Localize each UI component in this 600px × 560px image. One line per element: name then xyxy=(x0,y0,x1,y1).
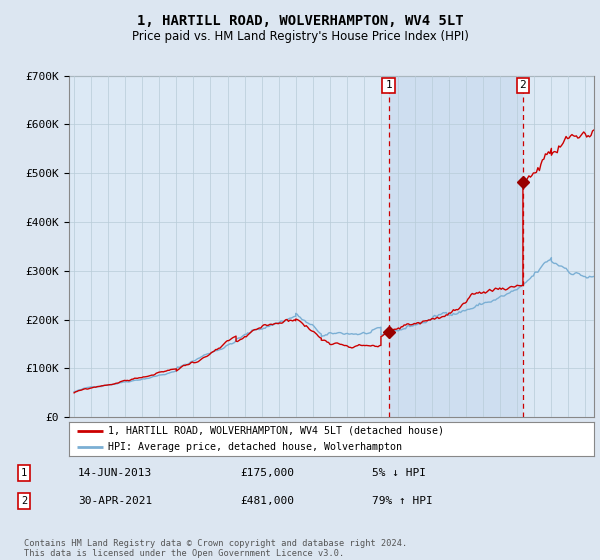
Text: Price paid vs. HM Land Registry's House Price Index (HPI): Price paid vs. HM Land Registry's House … xyxy=(131,30,469,43)
Text: 5% ↓ HPI: 5% ↓ HPI xyxy=(372,468,426,478)
Text: 14-JUN-2013: 14-JUN-2013 xyxy=(78,468,152,478)
Text: 2: 2 xyxy=(520,81,526,90)
Text: 79% ↑ HPI: 79% ↑ HPI xyxy=(372,496,433,506)
Text: 2: 2 xyxy=(21,496,27,506)
Text: 1, HARTILL ROAD, WOLVERHAMPTON, WV4 5LT: 1, HARTILL ROAD, WOLVERHAMPTON, WV4 5LT xyxy=(137,14,463,28)
Text: £175,000: £175,000 xyxy=(240,468,294,478)
Bar xyxy=(389,76,523,417)
Text: 1: 1 xyxy=(21,468,27,478)
Text: Contains HM Land Registry data © Crown copyright and database right 2024.
This d: Contains HM Land Registry data © Crown c… xyxy=(24,539,407,558)
Text: 1: 1 xyxy=(385,81,392,90)
Text: 30-APR-2021: 30-APR-2021 xyxy=(78,496,152,506)
Text: 1, HARTILL ROAD, WOLVERHAMPTON, WV4 5LT (detached house): 1, HARTILL ROAD, WOLVERHAMPTON, WV4 5LT … xyxy=(109,426,445,436)
Text: HPI: Average price, detached house, Wolverhampton: HPI: Average price, detached house, Wolv… xyxy=(109,442,403,452)
Text: £481,000: £481,000 xyxy=(240,496,294,506)
